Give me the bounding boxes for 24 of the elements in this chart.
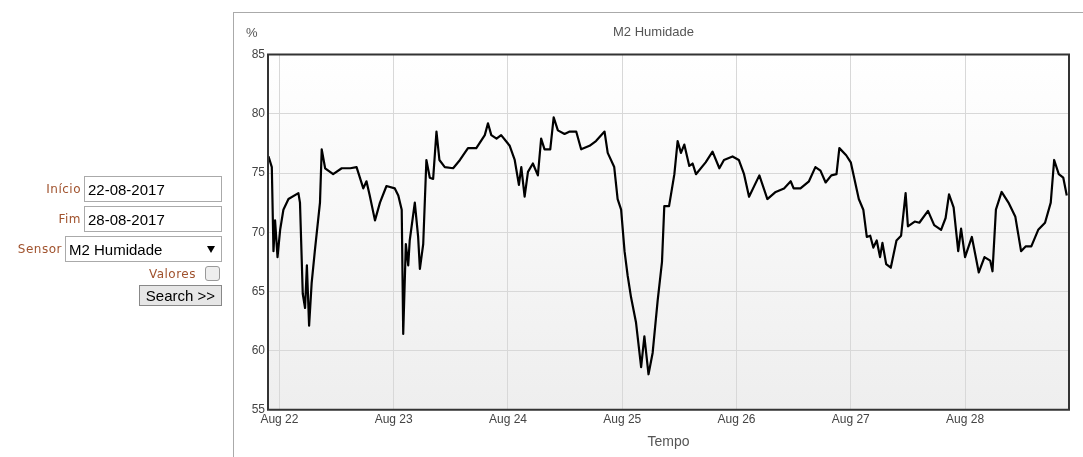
text: Início: [46, 182, 81, 196]
text: Search >>: [138, 285, 222, 306]
x-tick-label: Aug 26: [717, 412, 756, 427]
text: Sensor: [17, 242, 62, 256]
y-tick-label: 60: [251, 342, 266, 357]
chart-title: M2 Humidade: [613, 24, 694, 40]
x-tick-label: Aug 22: [260, 412, 299, 427]
x-tick-label: Aug 24: [488, 412, 528, 427]
text: M2 Humidade: [69, 240, 163, 260]
y-tick-label: 85: [251, 46, 266, 61]
text: Valores: [148, 266, 196, 281]
y-tick-label: 65: [251, 283, 266, 298]
x-axis-title: Tempo: [647, 433, 690, 450]
text: 28-08-2017: [84, 206, 222, 232]
y-tick-label: 80: [251, 106, 266, 121]
y-axis-title: %: [246, 24, 258, 40]
x-tick-label: Aug 27: [831, 412, 871, 427]
y-tick-label: 70: [251, 224, 266, 239]
text: 22-08-2017: [84, 176, 222, 202]
x-tick-label: Aug 23: [374, 412, 414, 427]
x-tick-label: Aug 28: [946, 412, 985, 427]
y-tick-label: 75: [251, 165, 266, 180]
text: Fim: [58, 212, 81, 226]
x-tick-label: Aug 25: [603, 412, 642, 427]
